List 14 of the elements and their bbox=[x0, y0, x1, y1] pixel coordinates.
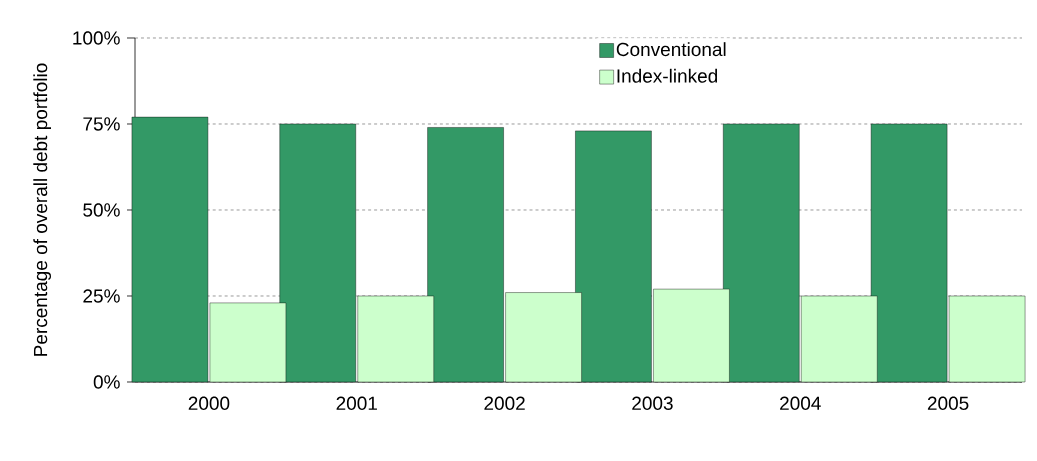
y-tick-label: 75% bbox=[83, 117, 120, 131]
legend-label: Conventional bbox=[616, 42, 726, 57]
y-tick-label: 50% bbox=[83, 203, 120, 217]
x-tick-label: 2000 bbox=[188, 396, 230, 410]
y-tick-label: 25% bbox=[83, 289, 120, 303]
x-tick-label: 2005 bbox=[927, 396, 969, 410]
x-tick-label: 2002 bbox=[484, 396, 525, 410]
y-tick-label: 100% bbox=[73, 31, 120, 45]
x-tick-label: 2001 bbox=[336, 396, 377, 410]
legend-label: Index-linked bbox=[617, 68, 718, 83]
y-tick-label: 0% bbox=[93, 375, 120, 389]
y-axis-title: Percentage of overall debt portfolio bbox=[33, 63, 51, 356]
x-tick-label: 2004 bbox=[780, 396, 821, 410]
x-tick-label: 2003 bbox=[632, 396, 673, 410]
